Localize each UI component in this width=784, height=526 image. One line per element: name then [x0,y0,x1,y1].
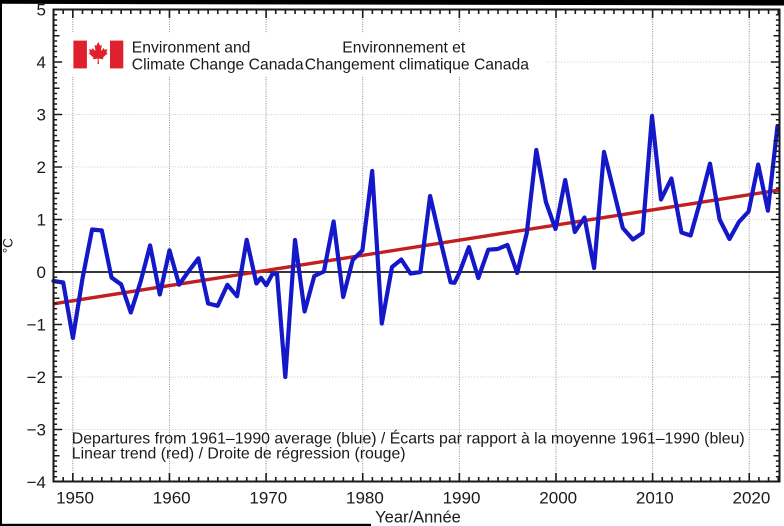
svg-text:Year/Année: Year/Année [375,509,461,526]
svg-text:4: 4 [37,53,46,72]
svg-text:1990: 1990 [443,489,481,508]
svg-text:2020: 2020 [732,489,770,508]
svg-text:Climate Change Canada: Climate Change Canada [132,56,304,73]
svg-text:1970: 1970 [249,489,287,508]
svg-text:Departures from 1961–1990 aver: Departures from 1961–1990 average (blue)… [72,429,745,448]
svg-text:Environnement et: Environnement et [342,39,466,56]
svg-text:−1: −1 [27,316,46,335]
svg-text:2010: 2010 [636,489,674,508]
svg-text:−4: −4 [27,473,46,492]
svg-text:Linear trend (red) / Droite de: Linear trend (red) / Droite de régressio… [72,446,406,463]
svg-text:0: 0 [37,263,46,282]
svg-text:1: 1 [37,211,46,230]
svg-text:−3: −3 [27,421,46,440]
svg-text:Changement climatique Canada: Changement climatique Canada [305,56,529,73]
svg-text:Environment and: Environment and [132,39,251,56]
svg-text:1980: 1980 [346,489,384,508]
svg-text:2000: 2000 [539,489,577,508]
svg-text:−2: −2 [27,368,46,387]
svg-text:5: 5 [37,1,46,20]
svg-text:1960: 1960 [153,489,191,508]
svg-text:1950: 1950 [56,489,94,508]
svg-text:2: 2 [37,158,46,177]
svg-text:°C: °C [1,238,16,253]
svg-text:3: 3 [37,106,46,125]
